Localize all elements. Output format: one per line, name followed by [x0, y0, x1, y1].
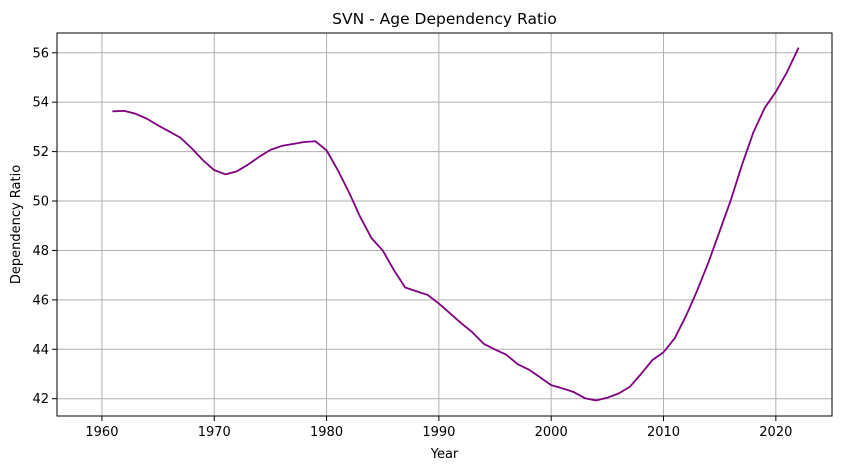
x-axis-label: Year	[430, 447, 459, 462]
y-tick-label: 46	[32, 293, 49, 308]
chart-title: SVN - Age Dependency Ratio	[332, 10, 557, 28]
series-layer	[112, 47, 800, 402]
y-axis-label: Dependency Ratio	[9, 165, 24, 284]
y-tick-label: 44	[32, 343, 49, 358]
y-tick-label: 54	[32, 96, 49, 111]
x-tick-label: 1980	[310, 425, 343, 440]
x-tick-label: 2010	[647, 425, 680, 440]
y-tick-label: 48	[32, 244, 49, 259]
plot-frame	[56, 32, 833, 417]
y-tick-label: 42	[32, 392, 49, 407]
x-tick-label: 1990	[422, 425, 455, 440]
ticks-layer: 1960 1970 1980 1990 2000 2010 2020 42 44 46 48 50 52…	[32, 46, 792, 440]
x-tick-label: 2020	[759, 425, 792, 440]
y-tick-label: 56	[32, 46, 49, 61]
x-tick-label: 1970	[198, 425, 231, 440]
grid-layer	[57, 33, 832, 416]
x-tick-label: 2000	[535, 425, 568, 440]
series-line	[112, 47, 800, 402]
y-tick-label: 52	[32, 145, 49, 160]
y-tick-label: 50	[32, 195, 49, 210]
x-tick-label: 1960	[85, 425, 118, 440]
